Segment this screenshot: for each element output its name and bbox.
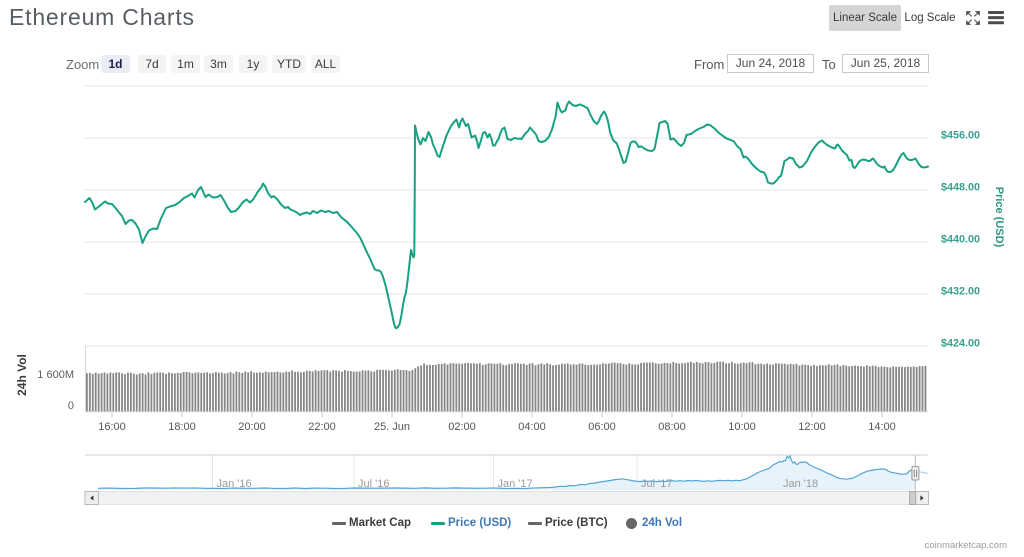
svg-text:1 600M: 1 600M	[37, 369, 74, 381]
svg-text:04:00: 04:00	[518, 421, 546, 433]
svg-text:Jan '16: Jan '16	[217, 478, 252, 490]
svg-text:10:00: 10:00	[728, 421, 756, 433]
svg-text:$448.00: $448.00	[941, 182, 980, 194]
svg-text:Jul '16: Jul '16	[358, 478, 389, 490]
svg-text:Jan '18: Jan '18	[783, 478, 818, 490]
svg-text:0: 0	[68, 400, 74, 412]
svg-text:16:00: 16:00	[98, 421, 126, 433]
svg-text:25. Jun: 25. Jun	[374, 421, 410, 433]
svg-text:Jul '17: Jul '17	[641, 478, 672, 490]
svg-text:18:00: 18:00	[168, 421, 196, 433]
svg-text:$456.00: $456.00	[941, 130, 980, 142]
svg-text:Jan '17: Jan '17	[498, 478, 533, 490]
svg-text:Price (USD): Price (USD)	[993, 187, 1005, 248]
svg-text:02:00: 02:00	[448, 421, 476, 433]
svg-text:$424.00: $424.00	[941, 338, 980, 350]
svg-text:$432.00: $432.00	[941, 286, 980, 298]
svg-text:14:00: 14:00	[868, 421, 896, 433]
svg-text:08:00: 08:00	[658, 421, 686, 433]
svg-text:20:00: 20:00	[238, 421, 266, 433]
svg-text:12:00: 12:00	[798, 421, 826, 433]
svg-text:22:00: 22:00	[308, 421, 336, 433]
svg-text:24h Vol: 24h Vol	[15, 354, 29, 396]
svg-text:06:00: 06:00	[588, 421, 616, 433]
svg-text:$440.00: $440.00	[941, 234, 980, 246]
